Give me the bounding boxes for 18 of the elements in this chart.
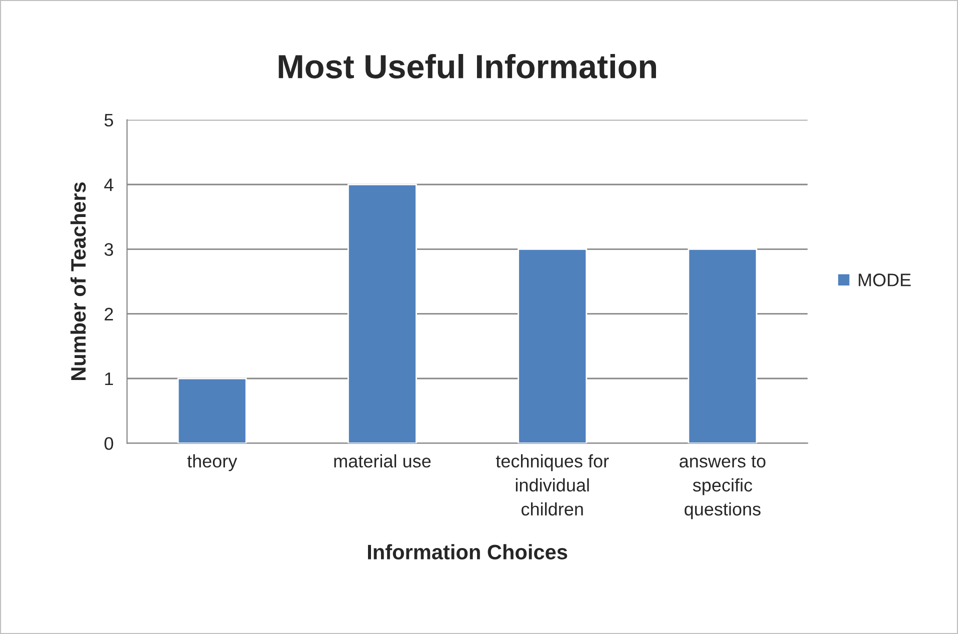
x-tick-label: material use — [334, 454, 431, 468]
y-tick-label: 3 — [104, 243, 114, 256]
x-tick-label: techniques for individual children — [496, 454, 609, 516]
bar — [348, 184, 417, 444]
x-tick-label: theory — [187, 454, 238, 472]
x-axis-title: Information Choices — [368, 544, 568, 560]
y-tick-label: 4 — [104, 178, 114, 192]
chart-title: Most Useful Information — [278, 54, 656, 78]
bar — [688, 248, 758, 444]
x-tick-label: answers to specific questions — [680, 456, 766, 520]
y-tick-label: 5 — [104, 114, 114, 127]
legend-label: MODE — [858, 274, 911, 286]
y-tick-label: 1 — [105, 372, 113, 386]
y-tick-label: 2 — [104, 308, 113, 320]
y-axis-title: Number of Teachers — [70, 182, 86, 380]
bar — [518, 248, 588, 444]
y-tick-label: 0 — [104, 437, 114, 450]
bar — [177, 378, 247, 444]
